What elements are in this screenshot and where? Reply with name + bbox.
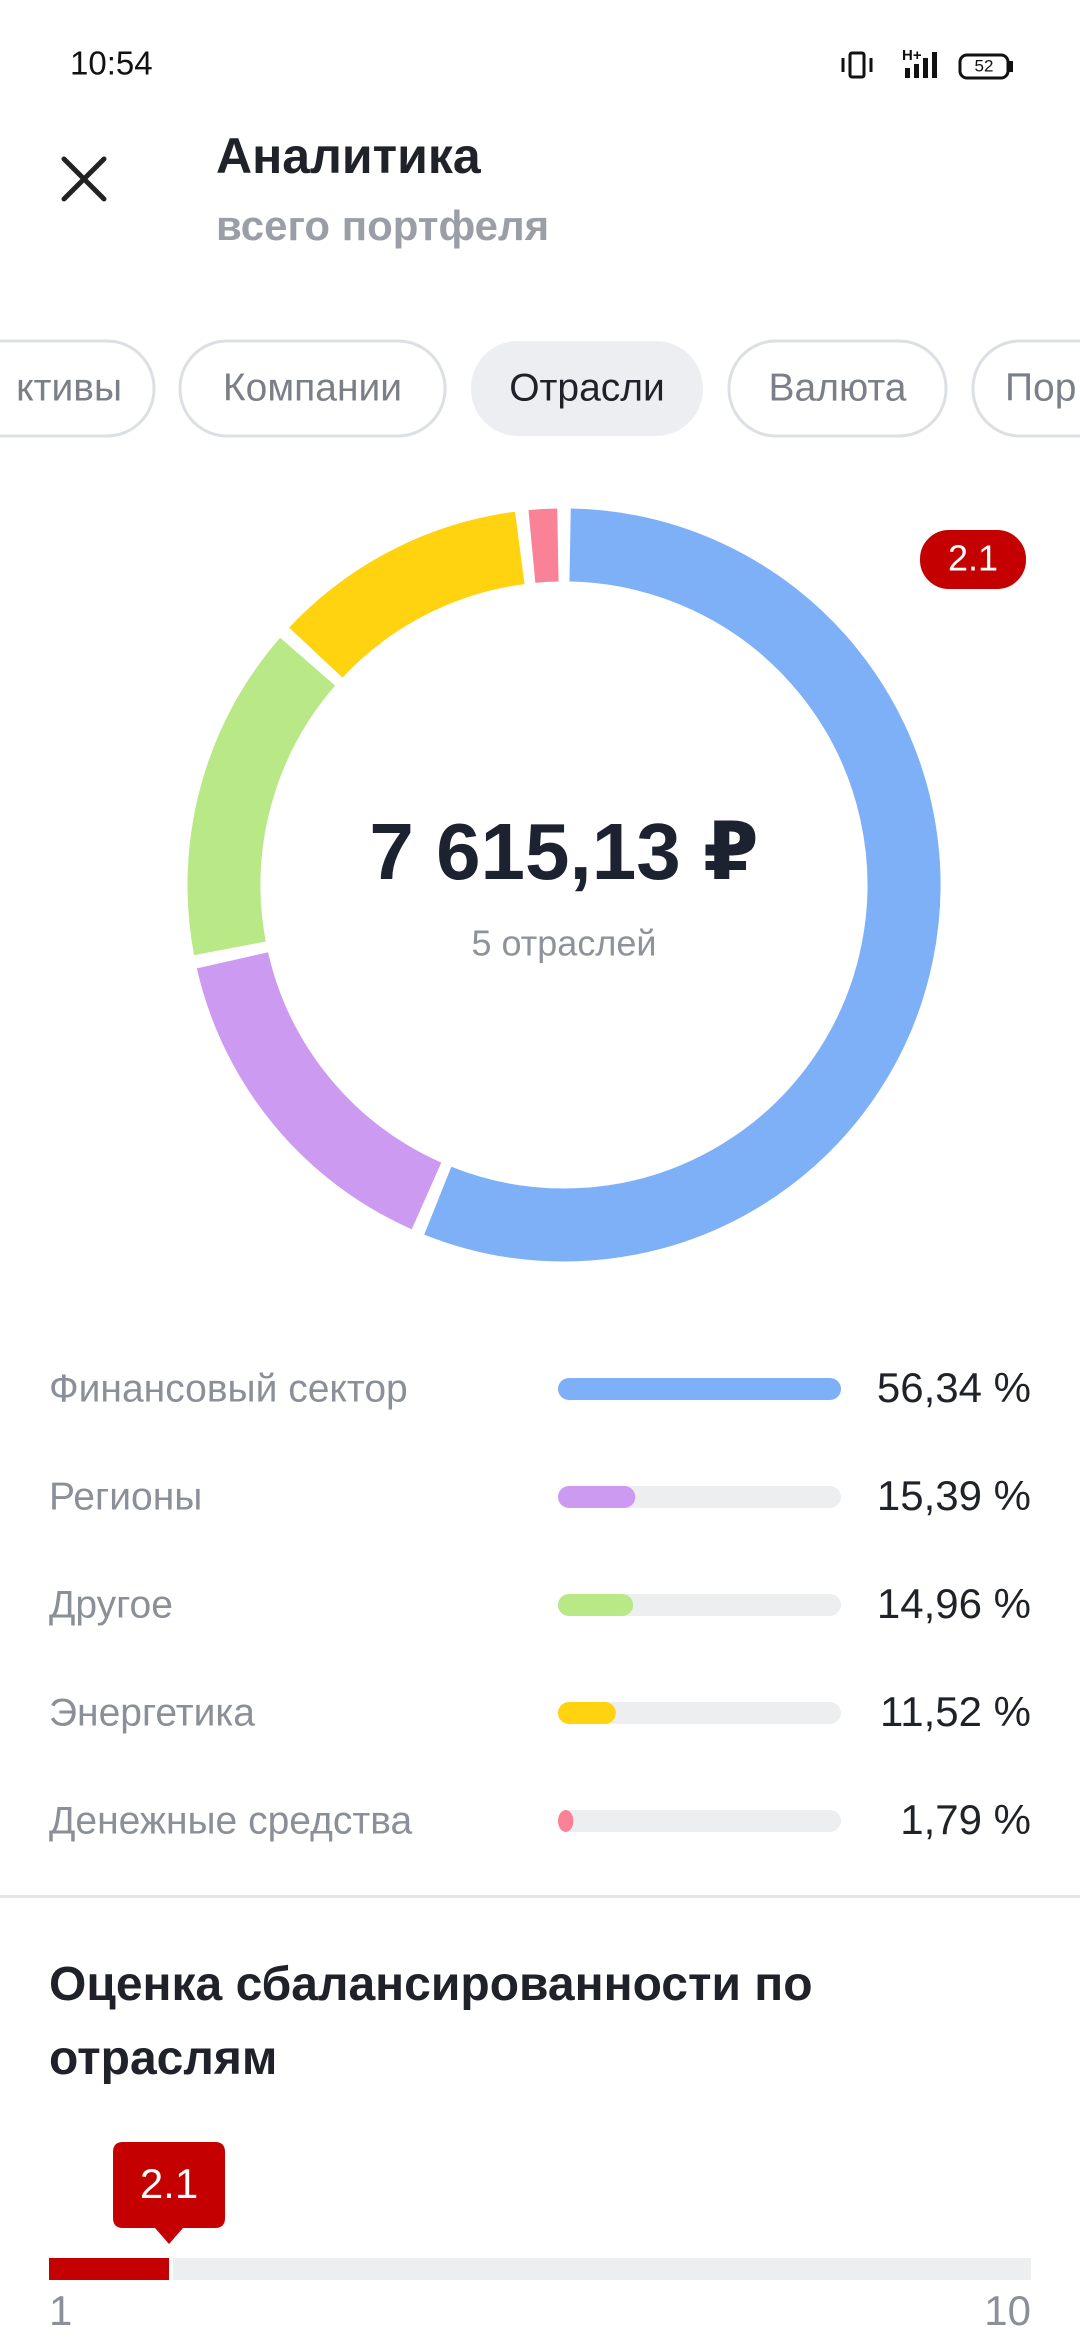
close-button[interactable] (61, 156, 107, 202)
balance-score: Оценка сбалансированности по отраслям 2.1… (49, 1958, 1031, 2334)
page-subtitle: всего портфеля (216, 202, 549, 249)
score-min: 1 (49, 2287, 72, 2334)
tab-label[interactable]: Отрасли (509, 366, 665, 409)
tab[interactable]: Пор (971, 339, 1080, 438)
industry-share: 15,39 % (877, 1472, 1031, 1519)
industries-count: 5 отраслей (472, 923, 657, 964)
score-value: 2.1 (140, 2160, 198, 2207)
tab-label[interactable]: Пор (1005, 366, 1076, 409)
status-time: 10:54 (70, 45, 153, 82)
tab[interactable]: Компании (178, 339, 447, 438)
score-pointer (113, 2142, 226, 2244)
industry-name: Энергетика (49, 1691, 255, 1734)
battery-level: 52 (975, 56, 994, 75)
score-title: Оценка сбалансированности по отраслям (49, 1958, 813, 2085)
industry-bar (558, 1594, 634, 1616)
tab-pill[interactable] (727, 339, 948, 438)
page-title: Аналитика (216, 128, 482, 184)
industry-bar (558, 1810, 574, 1832)
industry-share: 1,79 % (900, 1796, 1031, 1843)
industry-share: 56,34 % (877, 1364, 1031, 1411)
donut-segment (289, 511, 526, 678)
tab-pill[interactable] (0, 339, 156, 438)
signal-icon (905, 52, 937, 78)
score-fill (49, 2258, 170, 2280)
vibrate-icon (841, 51, 873, 79)
industry-bar (558, 1486, 636, 1508)
donut-chart (187, 508, 941, 1262)
network-type: H+ (902, 47, 922, 64)
donut-segment (528, 508, 559, 583)
tab[interactable]: Валюта (727, 339, 948, 438)
industry-bar (558, 1378, 841, 1400)
divider (0, 1895, 1080, 1898)
portfolio-total: 7 615,13 ₽ (369, 807, 758, 896)
tab[interactable]: Отрасли (471, 341, 703, 436)
industry-name: Регионы (49, 1475, 202, 1518)
tab-label[interactable]: ктивы (16, 366, 122, 409)
bar-track (558, 1810, 841, 1832)
battery-tip (1009, 61, 1013, 72)
battery-icon (958, 53, 1010, 80)
industry-name: Финансовый сектор (49, 1367, 408, 1410)
tab-pill[interactable] (178, 339, 447, 438)
industry-share: 11,52 % (880, 1688, 1031, 1735)
industry-bar (558, 1702, 616, 1724)
donut-segment (196, 951, 442, 1230)
tab-label[interactable]: Компании (223, 366, 402, 409)
bar-track (558, 1702, 841, 1724)
tab-pill[interactable] (471, 341, 703, 436)
industry-legend: Финансовый сектор 56,34 % Регионы 15,39 % Др… (49, 1364, 1031, 1843)
tab[interactable]: ктивы (0, 339, 156, 438)
tab-bar: ктивы Компании Отрасли Валюта Пор (0, 339, 1080, 438)
donut-segment (187, 637, 336, 956)
tab-label[interactable]: Валюта (769, 366, 907, 409)
industry-name: Денежные средства (49, 1799, 412, 1842)
industry-share: 14,96 % (877, 1580, 1031, 1627)
score-max: 10 (984, 2287, 1031, 2334)
industry-name: Другое (49, 1583, 173, 1626)
tab-pill[interactable] (971, 339, 1080, 438)
score-track (49, 2258, 1031, 2280)
score-badge (916, 526, 1030, 593)
score-badge-value: 2.1 (948, 538, 998, 579)
donut-segment (424, 508, 941, 1262)
